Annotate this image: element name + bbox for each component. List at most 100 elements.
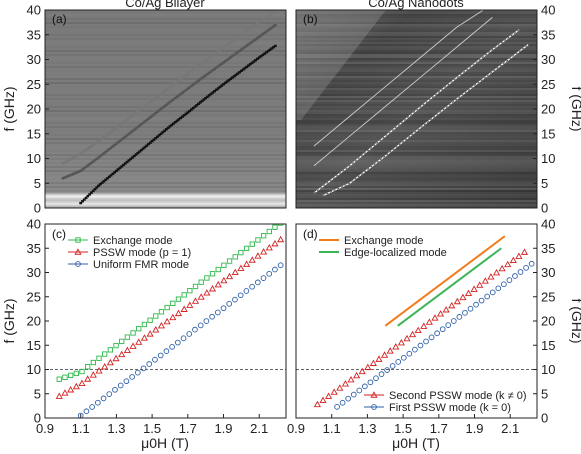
panel-a-trace-exchange-dot (273, 10, 277, 13)
panel-a-trace-pssw-dot (70, 173, 74, 176)
panel-a-trace-exchange-dot (257, 20, 261, 24)
panel-b-noise-row (296, 146, 537, 148)
panel-a-trace-pssw-dot (65, 175, 68, 179)
panel-c-triangle-point (208, 285, 217, 292)
panel-a-background (45, 10, 286, 208)
panel-a-trace-pssw-dot (84, 165, 88, 169)
panel-b-background (296, 10, 537, 208)
panel-a-trace-uniform-dot (173, 120, 177, 124)
panel-c-circle-point (209, 313, 215, 320)
panel-a-trace-pssw-dot (191, 83, 195, 86)
panel-a-trace-uniform-dot (134, 153, 138, 156)
panel-b-ytick-label: 20 (541, 102, 555, 117)
panel-a-trace-uniform-dot (213, 89, 216, 93)
panel-d-triangle-point (319, 396, 327, 403)
panel-d-legend-marker (371, 404, 377, 410)
panel-a-band (45, 14, 286, 16)
panel-c-triangle-point (271, 239, 279, 247)
panel-b-ylabel: f (GHz) (569, 86, 581, 131)
panel-a-trace-uniform-dot (122, 163, 125, 167)
panel-d-xtick-label: 1.7 (430, 421, 448, 436)
panel-a-trace-exchange-dot (127, 116, 131, 120)
panel-c-square-point (187, 288, 193, 294)
panel-a-trace-pssw-dot (170, 99, 174, 102)
panel-a-trace-pssw-dot (186, 87, 190, 90)
panel-a-trace-pssw-dot (254, 38, 258, 41)
panel-c-xtick-label: 1.1 (72, 421, 90, 436)
panel-a-band (45, 150, 286, 152)
panel-a-band (45, 58, 286, 60)
panel-a-trace-exchange-dot (106, 133, 109, 136)
panel-a-ylabel: f (GHz) (1, 86, 17, 131)
panel-a-trace-uniform-dot (211, 91, 215, 94)
panel-a-trace-exchange-dot (73, 155, 77, 158)
panel-d-ytick-label: 0 (541, 411, 548, 426)
panel-c-circle-point (243, 288, 250, 294)
panel-d-triangle-point (353, 371, 361, 379)
panel-a-trace-pssw-dot (132, 128, 136, 131)
panel-a-trace-exchange-dot (104, 134, 108, 138)
panel-a-band (45, 114, 286, 116)
panel-d-line-exchange-mode (384, 235, 506, 327)
panel-a-trace-uniform-dot (129, 157, 133, 161)
panel-a-band (45, 126, 286, 128)
panel-c-circle-point (197, 322, 204, 329)
panel-a-trace-pssw-dot (229, 56, 233, 59)
panel-a-trace-uniform-dot (111, 172, 115, 176)
panel-a-band (45, 122, 286, 124)
panel-b-noise-row (296, 184, 537, 186)
panel-a-trace-exchange-dot (232, 38, 236, 42)
panel-b-noise-row (296, 116, 537, 118)
panel-a-trace-pssw-dot (143, 120, 147, 123)
panel-a-trace-exchange-dot (122, 121, 125, 124)
panel-a-trace-exchange-dot (266, 14, 270, 18)
panel-a-trace-pssw-dot (222, 61, 225, 64)
panel-a-ytick-label: 40 (27, 3, 41, 18)
panel-a-trace-pssw-dot (141, 121, 145, 125)
panel-b-noise-row (296, 30, 537, 32)
panel-a-trace-uniform-dot (138, 150, 142, 153)
panel-a-trace-pssw-dot (220, 62, 224, 65)
panel-a-trace-uniform-dot (261, 53, 265, 57)
panel-b-noise-row (296, 44, 537, 46)
panel-a-trace-pssw-dot (152, 113, 156, 116)
panel-a-trace-uniform-dot (223, 81, 227, 85)
panel-b-noise-row (296, 48, 537, 50)
panel-c-triangle-point (231, 268, 239, 276)
panel-a-trace-exchange-dot (70, 157, 74, 160)
panel-d-xtick-label: 1.3 (358, 421, 376, 436)
panel-a-band (45, 174, 286, 176)
panel-a-trace-pssw-dot (138, 124, 142, 127)
panel-d-triangle-point (358, 367, 366, 375)
panel-d-circle-point (367, 379, 374, 386)
panel-b-noise-row (296, 96, 537, 98)
panel-a-trace-uniform-dot (150, 139, 154, 143)
panel-a-trace-exchange-dot (98, 138, 102, 142)
panel-c-ytick-label: 40 (27, 217, 41, 232)
panel-a-trace-exchange-dot (72, 156, 75, 159)
panel-a-trace-pssw-dot (134, 127, 138, 130)
panel-d-triangle-point (476, 281, 484, 288)
panel-d-background (296, 224, 537, 418)
panel-c-triangle-point (260, 248, 268, 255)
panel-d-circle-point (389, 363, 396, 369)
panel-a-bilayer: Co/Ag Bilayer (a) 0 5 10 15 20 25 30 35 40 f (GH… (1, 0, 287, 216)
panel-a-trace-exchange-dot (204, 59, 208, 62)
panel-a-trace-pssw-dot (207, 71, 211, 74)
panel-b-noise-row (296, 34, 537, 36)
panel-a-trace-exchange-dot (97, 139, 100, 143)
panel-a-trace-pssw-dot (147, 117, 150, 120)
panel-c-legend-label: Uniform FMR mode (93, 259, 189, 271)
panel-d-triangle-point (442, 306, 450, 313)
panel-c-xtick-label: 0.9 (36, 421, 54, 436)
panel-d-circle-point (373, 375, 379, 382)
panel-a-trace-exchange-dot (222, 46, 225, 49)
panel-a-band (45, 38, 286, 40)
panel-a-trace-uniform-dot (177, 118, 181, 121)
panel-a-trace-pssw-dot (273, 23, 277, 27)
panel-c-triangle-point (72, 382, 80, 390)
panel-a-band (45, 110, 286, 112)
panel-a-trace-pssw-dot (81, 168, 84, 171)
panel-a-trace-exchange-dot (148, 100, 152, 104)
panel-c-ytick-label: 5 (34, 386, 41, 401)
